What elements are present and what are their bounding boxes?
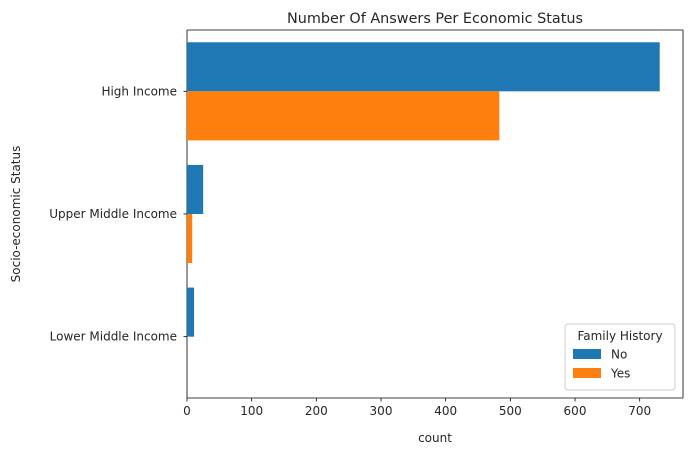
axis-ticks: 0 100 200 300 400 500 600 700 High Income Upper M… <box>49 84 651 418</box>
legend-label-yes: Yes <box>610 367 630 381</box>
legend-title: Family History <box>577 329 662 343</box>
bar-no-high-income <box>187 42 660 92</box>
x-tick-label: 700 <box>628 404 651 418</box>
x-tick-label: 400 <box>434 404 457 418</box>
chart-title: Number Of Answers Per Economic Status <box>287 11 583 27</box>
legend-label-no: No <box>611 348 627 362</box>
y-tick-label: Lower Middle Income <box>50 330 177 344</box>
y-tick-label: Upper Middle Income <box>49 207 177 221</box>
bar-yes-upper-middle-income <box>187 214 193 264</box>
legend: Family History No Yes <box>564 323 676 391</box>
x-tick-label: 0 <box>183 404 191 418</box>
y-tick-label: High Income <box>101 84 177 98</box>
x-tick-label: 300 <box>370 404 393 418</box>
legend-swatch-yes <box>573 368 601 378</box>
x-tick-label: 200 <box>305 404 328 418</box>
legend-swatch-no <box>573 349 601 359</box>
bar-no-lower-middle-income <box>187 287 195 337</box>
bar-yes-high-income <box>187 91 500 141</box>
x-tick-label: 100 <box>240 404 263 418</box>
x-axis-label: count <box>418 431 452 445</box>
y-axis-label: Socio-economic Status <box>9 146 23 283</box>
bars <box>187 42 660 337</box>
x-tick-label: 500 <box>499 404 522 418</box>
bar-no-upper-middle-income <box>187 164 204 214</box>
x-tick-label: 600 <box>564 404 587 418</box>
